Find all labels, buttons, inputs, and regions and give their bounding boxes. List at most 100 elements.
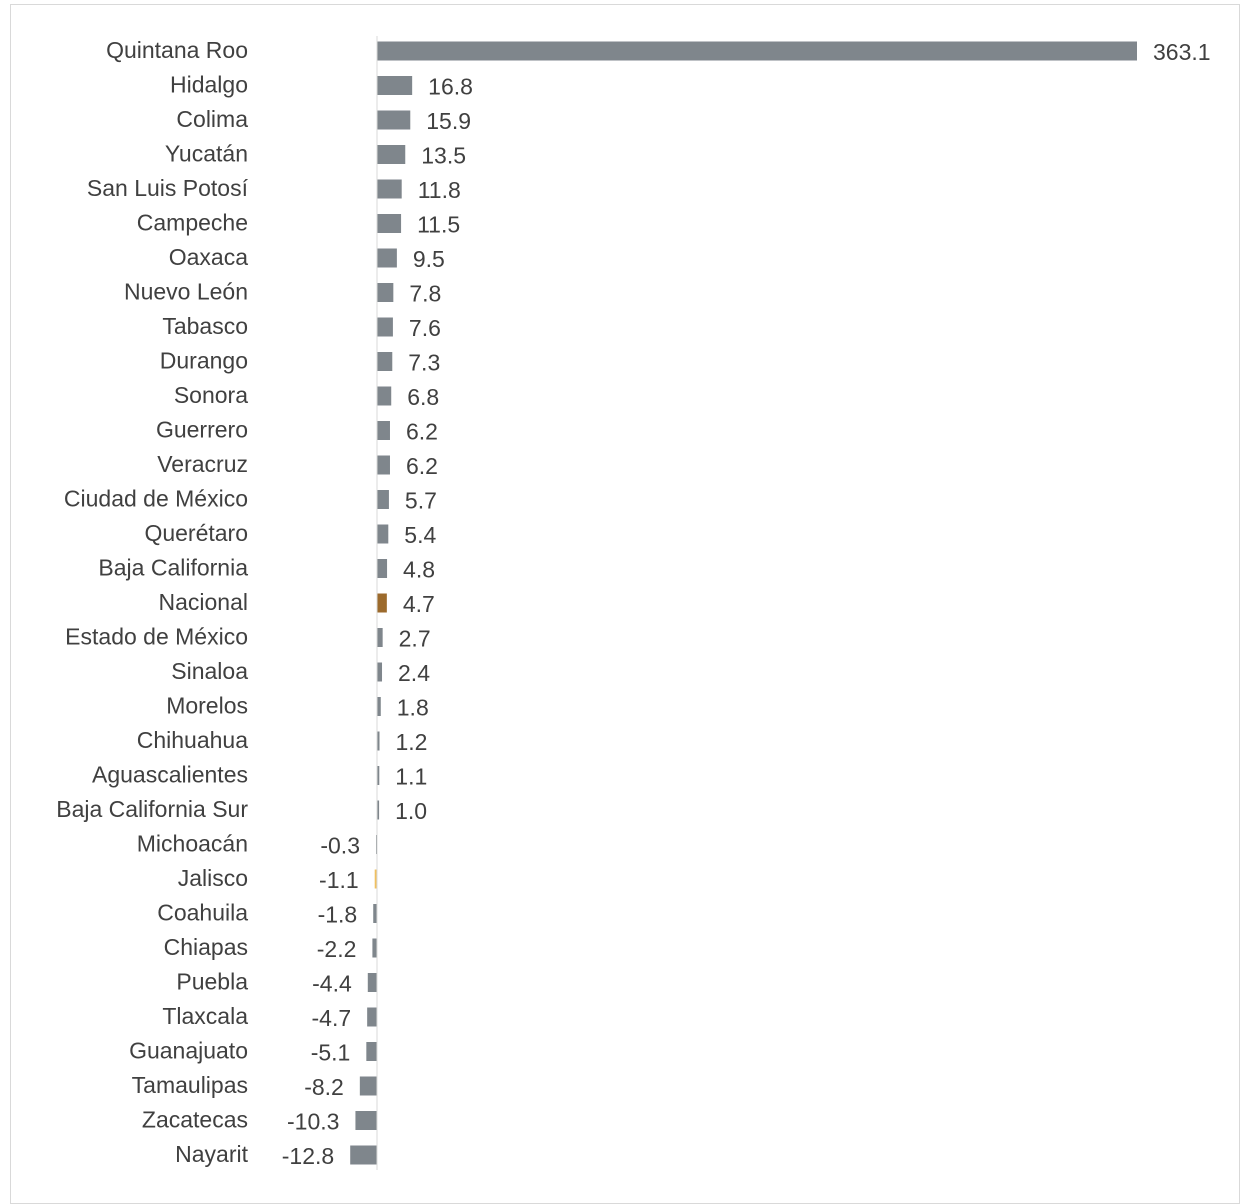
- value-label-michoacan: -0.3: [320, 833, 360, 859]
- value-label-tlaxcala: -4.7: [312, 1005, 352, 1031]
- bar-hidalgo: [377, 76, 413, 95]
- value-label-sonora: 6.8: [407, 384, 439, 410]
- bar-baja-california-sur: [377, 800, 380, 820]
- bar-guerrero: [377, 421, 390, 440]
- category-label-jalisco: Jalisco: [178, 865, 248, 891]
- category-label-puebla: Puebla: [176, 969, 248, 995]
- value-label-sinaloa: 2.4: [398, 660, 430, 686]
- value-label-queretaro: 5.4: [404, 522, 436, 548]
- bar-puebla: [367, 973, 377, 992]
- bar-estado-de-mexico: [377, 628, 383, 647]
- category-label-guerrero: Guerrero: [156, 417, 248, 443]
- category-label-colima: Colima: [176, 106, 248, 132]
- category-label-nacional: Nacional: [159, 589, 249, 615]
- bar-chihuahua: [377, 731, 380, 751]
- bar-durango: [377, 352, 393, 371]
- bar-zacatecas: [355, 1111, 377, 1130]
- category-label-tamaulipas: Tamaulipas: [132, 1072, 248, 1098]
- bar-baja-california: [377, 559, 388, 578]
- category-label-baja-california: Baja California: [98, 555, 248, 581]
- value-label-colima: 15.9: [426, 108, 471, 134]
- bar-quintana-roo: [377, 41, 1137, 61]
- category-label-yucatan: Yucatán: [165, 141, 248, 167]
- category-label-campeche: Campeche: [137, 210, 248, 236]
- value-label-tamaulipas: -8.2: [304, 1074, 344, 1100]
- bar-tamaulipas: [359, 1076, 377, 1096]
- category-label-morelos: Morelos: [166, 693, 248, 719]
- value-label-nayarit: -12.8: [282, 1143, 334, 1169]
- bar-campeche: [377, 214, 402, 233]
- value-label-guerrero: 6.2: [406, 419, 438, 445]
- bar-yucatan: [377, 145, 406, 164]
- value-label-coahuila: -1.8: [318, 902, 358, 928]
- value-label-estado-de-mexico: 2.7: [399, 626, 431, 652]
- bars-group: [350, 41, 1137, 1165]
- category-label-zacatecas: Zacatecas: [142, 1107, 248, 1133]
- value-label-chihuahua: 1.2: [396, 729, 428, 755]
- value-label-aguascalientes: 1.1: [395, 764, 427, 790]
- category-label-hidalgo: Hidalgo: [170, 72, 248, 98]
- bar-ciudad-de-mexico: [377, 490, 389, 509]
- category-label-nuevo-leon: Nuevo León: [124, 279, 248, 305]
- value-label-veracruz: 6.2: [406, 453, 438, 479]
- category-label-aguascalientes: Aguascalientes: [92, 762, 248, 788]
- value-label-baja-california: 4.8: [403, 557, 435, 583]
- bar-san-luis-potosi: [377, 179, 402, 199]
- bar-veracruz: [377, 455, 390, 475]
- bar-colima: [377, 110, 411, 130]
- category-label-oaxaca: Oaxaca: [169, 244, 248, 270]
- value-label-nacional: 4.7: [403, 591, 435, 617]
- category-label-chihuahua: Chihuahua: [137, 727, 248, 753]
- value-labels: 363.1 16.8 15.9 13.5 11.8 11.5 9.5 7.8 7.6 7.3 6.8…: [282, 39, 1211, 1169]
- category-label-durango: Durango: [160, 348, 248, 374]
- category-label-baja-california-sur: Baja California Sur: [56, 796, 248, 822]
- value-label-baja-california-sur: 1.0: [395, 798, 427, 824]
- bar-queretaro: [377, 524, 389, 544]
- value-label-oaxaca: 9.5: [413, 246, 445, 272]
- category-label-quintana-roo: Quintana Roo: [106, 37, 248, 63]
- bar-oaxaca: [377, 248, 397, 268]
- value-label-morelos: 1.8: [397, 695, 429, 721]
- bar-jalisco: [374, 869, 377, 889]
- bar-sonora: [377, 386, 392, 406]
- category-label-sinaloa: Sinaloa: [171, 658, 248, 684]
- value-label-puebla: -4.4: [312, 971, 352, 997]
- category-label-tabasco: Tabasco: [162, 313, 248, 339]
- category-label-veracruz: Veracruz: [157, 451, 248, 477]
- bar-nuevo-leon: [377, 283, 394, 302]
- bar-chiapas: [372, 938, 377, 958]
- value-label-yucatan: 13.5: [421, 143, 466, 169]
- category-label-tlaxcala: Tlaxcala: [162, 1003, 248, 1029]
- bar-morelos: [377, 697, 381, 716]
- value-label-guanajuato: -5.1: [311, 1040, 351, 1066]
- value-label-tabasco: 7.6: [409, 315, 441, 341]
- category-label-chiapas: Chiapas: [164, 934, 248, 960]
- value-label-zacatecas: -10.3: [287, 1109, 339, 1135]
- category-label-coahuila: Coahuila: [157, 900, 248, 926]
- category-label-san-luis-potosi: San Luis Potosí: [87, 175, 249, 201]
- value-label-quintana-roo: 363.1: [1153, 39, 1211, 65]
- category-label-michoacan: Michoacán: [137, 831, 248, 857]
- value-label-jalisco: -1.1: [319, 867, 359, 893]
- value-label-nuevo-leon: 7.8: [409, 281, 441, 307]
- category-label-estado-de-mexico: Estado de México: [65, 624, 248, 650]
- value-label-durango: 7.3: [408, 350, 440, 376]
- category-label-queretaro: Querétaro: [144, 520, 248, 546]
- category-label-sonora: Sonora: [174, 382, 248, 408]
- bar-coahuila: [373, 904, 377, 923]
- bar-sinaloa: [377, 662, 383, 682]
- bar-guanajuato: [366, 1042, 377, 1061]
- bar-tabasco: [377, 317, 393, 337]
- category-labels: Quintana Roo Hidalgo Colima Yucatán San Luis…: [56, 37, 248, 1167]
- bar-nacional: [377, 593, 387, 613]
- value-label-san-luis-potosi: 11.8: [418, 177, 461, 203]
- value-label-ciudad-de-mexico: 5.7: [405, 488, 437, 514]
- value-label-chiapas: -2.2: [317, 936, 357, 962]
- bar-tlaxcala: [367, 1007, 377, 1027]
- category-label-nayarit: Nayarit: [175, 1141, 248, 1167]
- category-label-guanajuato: Guanajuato: [129, 1038, 248, 1064]
- bar-nayarit: [350, 1145, 377, 1165]
- bar-aguascalientes: [377, 766, 380, 785]
- value-label-campeche: 11.5: [417, 212, 460, 238]
